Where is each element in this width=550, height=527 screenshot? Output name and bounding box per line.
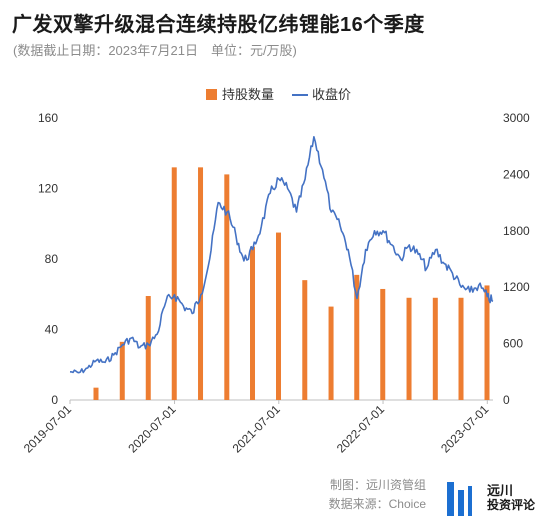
footer-source: 数据来源：Choice [328, 497, 426, 511]
page-title: 广发双擎升级混合连续持股亿纬锂能16个季度 [12, 14, 425, 36]
bar [302, 280, 308, 400]
left-axis-tick-label: 0 [51, 393, 58, 407]
right-axis-tick-label: 1800 [503, 224, 530, 238]
bar [328, 306, 334, 400]
legend-bar-label: 持股数量 [222, 87, 274, 102]
left-axis-tick-label: 120 [38, 182, 58, 196]
bar [484, 285, 490, 400]
line-series [69, 136, 494, 374]
x-axis-tick-label: 2023-07-01 [438, 402, 492, 456]
bar [406, 297, 412, 400]
close-price-line [69, 136, 494, 374]
bar [380, 288, 386, 400]
left-axis-tick-label: 160 [38, 111, 58, 125]
bar [432, 297, 438, 400]
page-subtitle: (数据截止日期：2023年7月21日 单位：元/万股) [13, 43, 297, 58]
x-axis-tick-label: 2021-07-01 [230, 402, 284, 456]
bar-series [93, 167, 490, 400]
legend-line-label: 收盘价 [312, 87, 351, 102]
legend-bar-swatch [206, 89, 217, 100]
x-axis-tick-label: 2022-07-01 [334, 402, 388, 456]
x-axis-tick-label: 2019-07-01 [21, 402, 75, 456]
bar [354, 274, 360, 400]
axes: 0 40 80 120 160 0 600 1200 1800 2400 3000 2019-07-0… [21, 111, 530, 456]
bar [145, 296, 151, 400]
logo-mark-icon [447, 482, 479, 516]
logo-name: 远川 [487, 483, 514, 498]
right-axis-tick-label: 3000 [503, 111, 530, 125]
bar [250, 246, 256, 400]
left-axis-tick-label: 40 [45, 323, 59, 337]
footer-credit: 制图：远川资管组 [329, 478, 426, 492]
bar [224, 174, 230, 400]
brand-logo: 远川 投资评论 [447, 480, 547, 520]
x-axis-tick-label: 2020-07-01 [125, 402, 179, 456]
chart: 持股数量 收盘价 0 40 80 120 160 0 600 1200 1800 2400 3000 2… [21, 87, 530, 456]
bar [276, 232, 282, 400]
right-axis-tick-label: 2400 [503, 167, 530, 181]
bar [119, 341, 125, 400]
bar [458, 297, 464, 400]
bar [198, 167, 204, 400]
right-axis-tick-label: 600 [503, 337, 523, 351]
bar [171, 167, 177, 400]
legend: 持股数量 收盘价 [206, 87, 351, 102]
bar [93, 387, 99, 400]
left-axis-tick-label: 80 [45, 252, 59, 266]
right-axis-tick-label: 1200 [503, 280, 530, 294]
logo-subname: 投资评论 [487, 498, 536, 512]
right-axis-tick-label: 0 [503, 393, 510, 407]
